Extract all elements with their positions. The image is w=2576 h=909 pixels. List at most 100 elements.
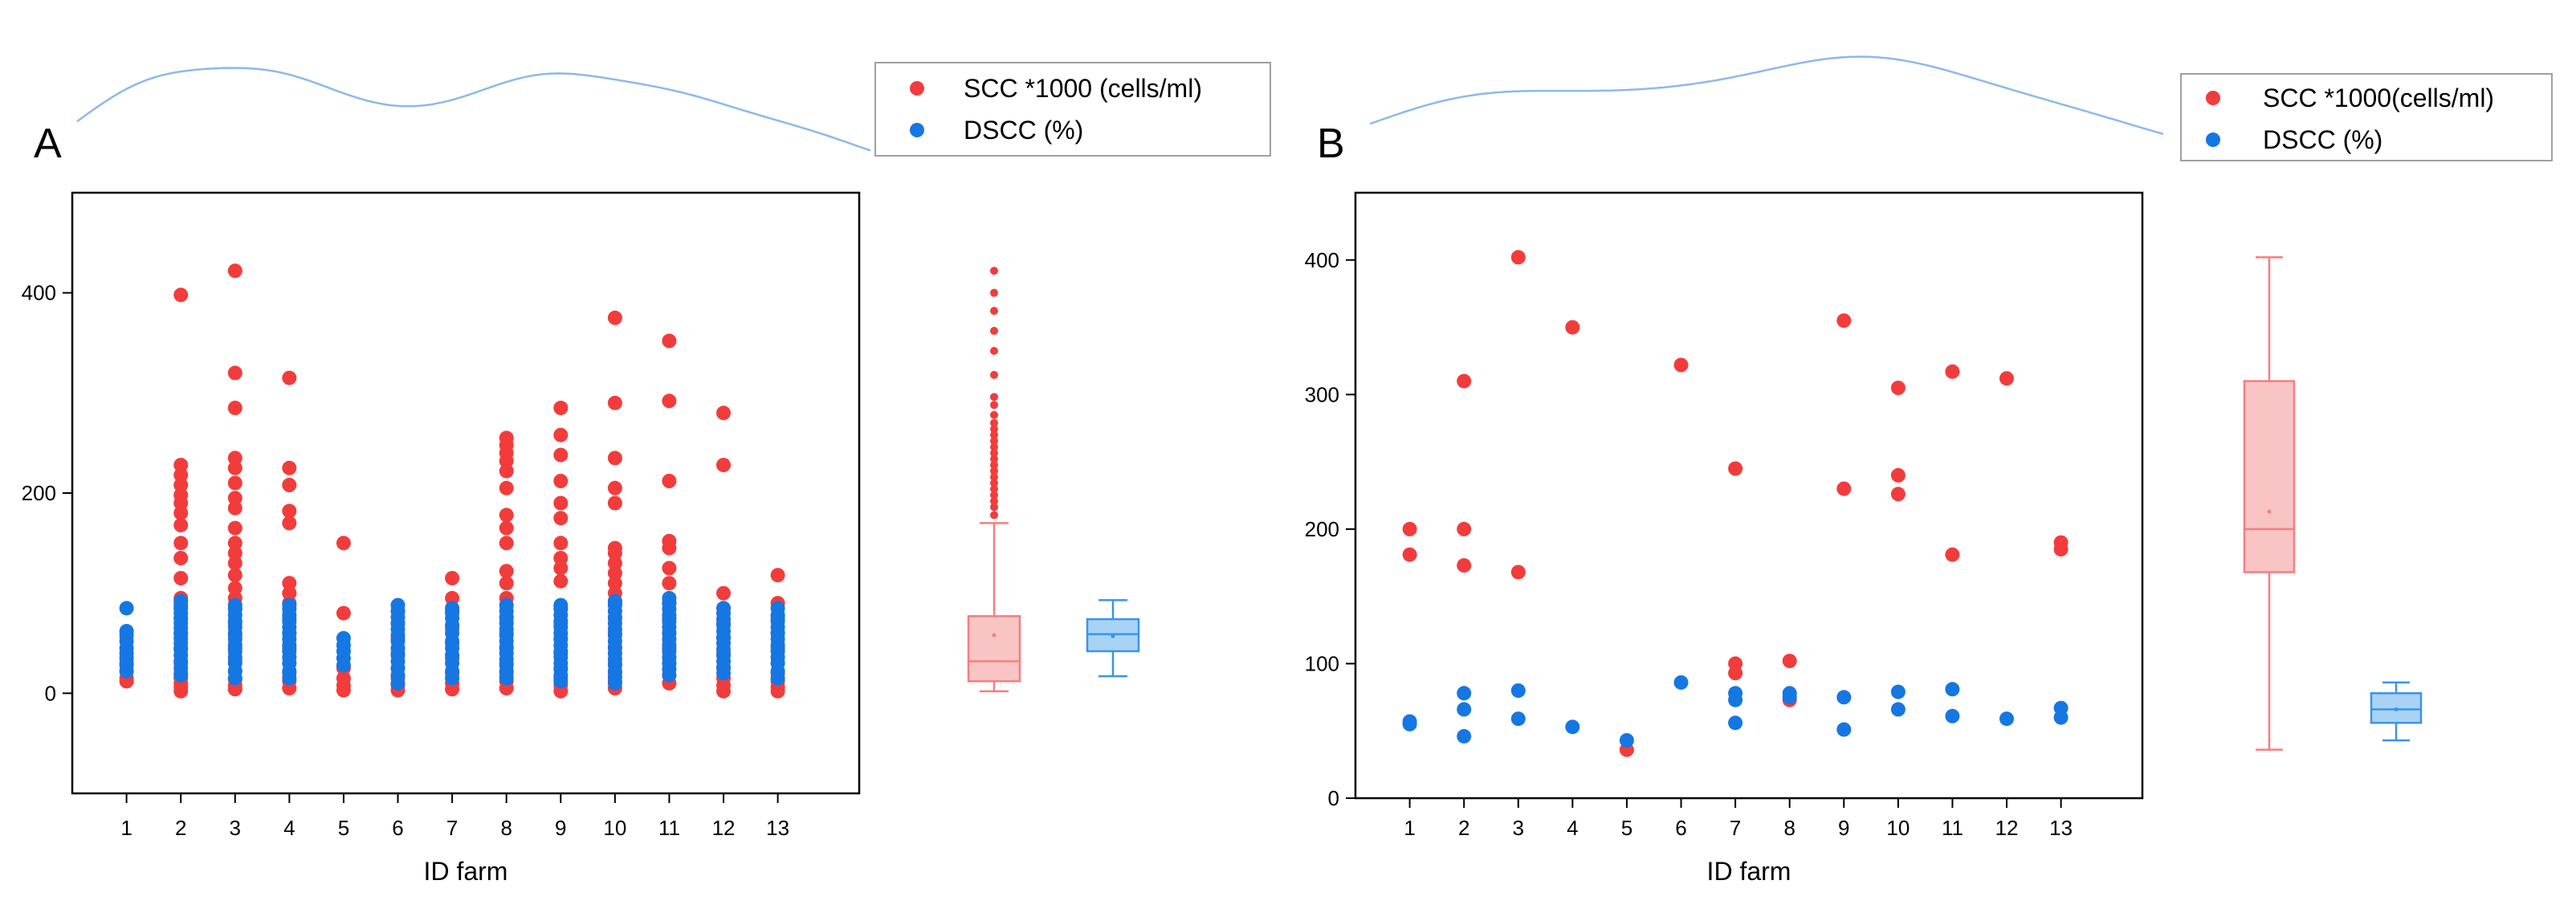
panel-b-scc-point xyxy=(1782,654,1797,669)
panel-b-dscc-point xyxy=(1945,708,1960,724)
panel-b-scc-point xyxy=(1457,558,1472,573)
panel-a-scc-point xyxy=(282,576,297,591)
panel-a-box-scc-outlier xyxy=(990,346,998,355)
panel-b-scatter-points xyxy=(1402,250,2069,757)
panel-a-box-scc-outlier xyxy=(990,401,998,410)
panel-b-scc-point xyxy=(1457,521,1472,536)
panel-b-y-tick-label: 300 xyxy=(1305,382,1339,406)
panel-a-legend-box xyxy=(874,62,1271,157)
panel-a-scc-point xyxy=(227,556,243,571)
panel-b-dscc-point xyxy=(1836,690,1852,705)
panel-a-box-scc-outlier xyxy=(990,425,998,434)
panel-a-box-scc-outlier xyxy=(990,485,998,494)
panel-b-scc-point xyxy=(1565,320,1580,335)
panel-a-scc-point xyxy=(445,590,460,605)
panel-a-scc-point xyxy=(173,571,189,585)
panel-a-dscc-point xyxy=(336,630,351,646)
panel-a-x-tick-label: 12 xyxy=(712,816,736,840)
panel-a-scc-point xyxy=(662,533,677,548)
panel-a-dscc-point xyxy=(445,601,460,616)
panel-b-scc-point xyxy=(1457,373,1472,389)
panel-a-scc-point xyxy=(173,505,189,520)
panel-b-dscc-point xyxy=(1945,682,1960,697)
panel-a-y-tick-label: 0 xyxy=(45,681,56,705)
panel-a-scc-point xyxy=(553,427,569,442)
panel-a-dscc-point xyxy=(119,601,134,616)
panel-a-scc-point xyxy=(662,393,677,409)
panel-a-scc-point xyxy=(282,585,297,601)
panel-b-scc-point xyxy=(1728,461,1743,476)
panel-a-dscc-point xyxy=(553,597,569,613)
panel-a-scc-point xyxy=(499,480,514,495)
panel-a-density-curve xyxy=(76,67,871,152)
panel-a-box-scc-outlier xyxy=(990,479,998,487)
panel-a-box-scc-outlier xyxy=(990,467,998,475)
panel-a-scc-point xyxy=(282,478,297,492)
panel-b-x-tick-label: 1 xyxy=(1404,816,1415,840)
panel-a-scc-point xyxy=(173,551,189,565)
panel-a-legend-label-scc: SCC *1000 (cells/ml) xyxy=(964,74,1202,103)
panel-a-scc-point xyxy=(173,458,189,473)
panel-a-box-scc-outlier xyxy=(990,437,998,446)
panel-b-dscc-point xyxy=(1457,728,1472,744)
panel-a-scc-point xyxy=(607,450,622,466)
panel-a-scc-point xyxy=(227,545,243,560)
panel-b-x-tick-label: 5 xyxy=(1621,816,1632,840)
panel-a-box-scc-outlier xyxy=(990,496,998,505)
panel-a-scc-point xyxy=(173,467,189,483)
panel-b-box-plots xyxy=(2243,256,2423,751)
panel-b-x-tick-label: 2 xyxy=(1458,816,1469,840)
panel-a-box-scc-outlier xyxy=(990,442,998,451)
panel-b-dscc-point xyxy=(1999,711,2014,727)
panel-a-x-tick-label: 5 xyxy=(338,816,349,840)
panel-a-scc-point xyxy=(227,263,243,279)
panel-a-scc-point xyxy=(227,460,243,475)
panel-a-box-scc-outlier xyxy=(990,418,998,427)
panel-a-scc-point xyxy=(336,671,351,686)
panel-a-scc-point xyxy=(173,287,189,303)
panel-a-legend-marker-dscc xyxy=(910,123,924,137)
panel-a-scc-point xyxy=(662,474,677,488)
panel-a-scc-point xyxy=(499,536,514,551)
panel-b-scc-point xyxy=(2053,542,2069,556)
panel-b-x-tick-label: 12 xyxy=(1995,816,2019,840)
panel-a-box-scc-iqr xyxy=(967,615,1021,683)
panel-a-scc-point xyxy=(607,565,622,581)
panel-a-legend: SCC *1000 (cells/ml) DSCC (%) xyxy=(874,62,1271,157)
panel-a-scc-point xyxy=(499,507,514,523)
panel-a-scc-point xyxy=(282,460,297,475)
panel-b-box-scc-mean xyxy=(2267,509,2272,514)
panel-a-box-scc-outlier xyxy=(990,491,998,499)
panel-a-scc-point xyxy=(282,503,297,519)
panel-a-scatter-points xyxy=(119,263,785,699)
panel-a-scc-point xyxy=(336,605,351,621)
panel-a-scc-point xyxy=(662,576,677,591)
panel-b-x-tick-label: 11 xyxy=(1942,816,1963,840)
panel-a-scc-point xyxy=(173,478,189,492)
panel-b-dscc-point xyxy=(1402,716,1417,732)
panel-a-dscc-point xyxy=(282,597,297,613)
panel-a-dscc-point xyxy=(770,601,785,616)
panel-b-dscc-point xyxy=(1457,702,1472,717)
panel-a-scc-point xyxy=(553,551,569,565)
panel-b-legend-marker-dscc xyxy=(2206,132,2220,147)
panel-a-scc-point xyxy=(445,571,460,585)
panel-a-dscc-point xyxy=(119,624,134,638)
panel-a-scc-point xyxy=(227,500,243,516)
panel-b-x-tick-label: 9 xyxy=(1838,816,1849,840)
panel-a-box-plots xyxy=(967,267,1140,693)
panel-a-scc-point xyxy=(553,401,569,415)
panel-a-scc-point xyxy=(499,463,514,479)
panel-b-box-dscc-mean xyxy=(2394,707,2399,711)
panel-b-x-tick-label: 13 xyxy=(2049,816,2073,840)
panel-b-x-tick-label: 3 xyxy=(1513,816,1524,840)
panel-a-scc-point xyxy=(607,556,622,571)
panel-b-legend-label-scc: SCC *1000(cells/ml) xyxy=(2263,84,2494,112)
panel-a-scc-point xyxy=(336,536,351,551)
panel-b-dscc-point xyxy=(1782,690,1797,705)
panel-a-box-scc-outlier xyxy=(990,461,998,470)
